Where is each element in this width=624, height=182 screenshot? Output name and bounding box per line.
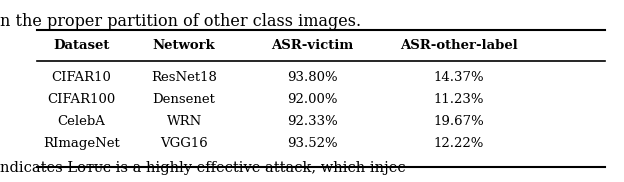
- Text: n the proper partition of other class images.: n the proper partition of other class im…: [0, 13, 361, 30]
- Text: Densenet: Densenet: [153, 93, 215, 106]
- Text: 92.00%: 92.00%: [287, 93, 337, 106]
- Text: Dataset: Dataset: [53, 39, 109, 52]
- Text: 93.52%: 93.52%: [286, 137, 338, 150]
- Text: VGG16: VGG16: [160, 137, 208, 150]
- Text: ndicates Lᴏᴛᴜᴄ is a highly effective attack, which injec: ndicates Lᴏᴛᴜᴄ is a highly effective att…: [0, 161, 406, 175]
- Text: 12.22%: 12.22%: [434, 137, 484, 150]
- Text: CelebA: CelebA: [57, 114, 105, 128]
- Text: 93.80%: 93.80%: [286, 71, 338, 84]
- Text: 14.37%: 14.37%: [433, 71, 484, 84]
- Text: RImageNet: RImageNet: [43, 137, 119, 150]
- Text: CIFAR100: CIFAR100: [47, 93, 115, 106]
- Text: CIFAR10: CIFAR10: [51, 71, 111, 84]
- Text: 92.33%: 92.33%: [286, 114, 338, 128]
- Text: ASR-victim: ASR-victim: [271, 39, 353, 52]
- Text: ASR-other-label: ASR-other-label: [400, 39, 517, 52]
- Text: ResNet18: ResNet18: [151, 71, 217, 84]
- Text: 11.23%: 11.23%: [434, 93, 484, 106]
- Text: 19.67%: 19.67%: [433, 114, 484, 128]
- Text: Network: Network: [153, 39, 215, 52]
- Text: WRN: WRN: [167, 114, 202, 128]
